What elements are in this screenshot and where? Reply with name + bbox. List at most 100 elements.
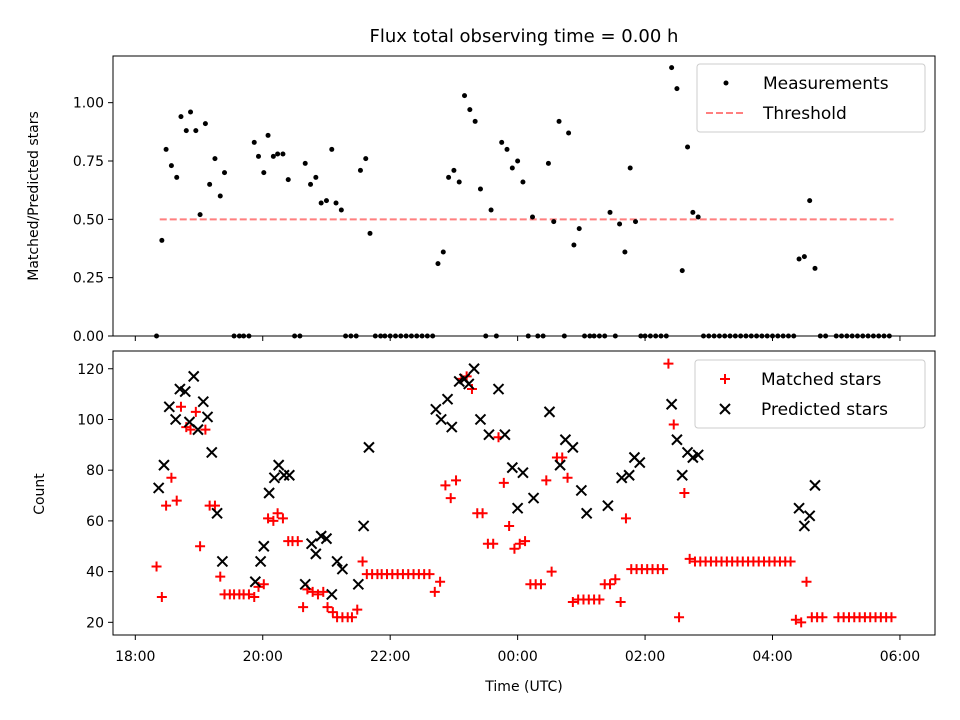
measurement-point <box>738 333 744 339</box>
measurement-point <box>297 333 303 339</box>
top-y-axis-label: Matched/Predicted stars <box>26 111 42 281</box>
measurement-point <box>261 170 267 176</box>
matched-star-point <box>429 586 440 597</box>
matched-star-point <box>509 543 520 554</box>
measurement-point <box>591 333 597 339</box>
bottom-y-tick-label: 120 <box>77 362 104 378</box>
measurement-point <box>367 230 373 236</box>
measurement-point <box>435 261 441 267</box>
top-legend: Measurements Threshold <box>696 63 926 133</box>
measurement-point <box>612 333 618 339</box>
predicted-star-point <box>331 555 343 568</box>
measurement-point <box>743 333 749 339</box>
measurement-point <box>770 333 776 339</box>
predicted-star-point <box>446 421 458 433</box>
predicted-star-point <box>283 469 296 481</box>
matched-star-point <box>445 493 456 504</box>
matched-star-point <box>185 424 196 435</box>
measurement-point <box>414 333 420 339</box>
measurement-point <box>587 333 593 339</box>
matched-star-point <box>190 406 201 417</box>
legend-marker-measurements <box>723 80 729 86</box>
predicted-star-point <box>158 459 170 471</box>
predicted-star-point <box>305 538 318 550</box>
matched-star-point <box>327 607 338 618</box>
measurement-point <box>780 333 786 339</box>
predicted-star-point <box>803 510 816 522</box>
measurement-point <box>812 265 818 271</box>
measurement-point <box>685 144 691 150</box>
measurement-point <box>525 333 531 339</box>
matched-star-point <box>322 602 333 613</box>
measurement-point <box>197 212 203 218</box>
measurement-point <box>202 121 208 127</box>
measurement-point <box>265 132 271 138</box>
predicted-star-point <box>206 446 218 459</box>
legend-label-matched: Matched stars <box>761 370 881 390</box>
x-tick-label: 18:00 <box>115 649 155 665</box>
matched-star-point <box>298 602 309 613</box>
predicted-star-point <box>543 406 556 418</box>
matched-star-point <box>620 513 631 524</box>
predicted-star-point <box>517 467 529 479</box>
measurement-point <box>483 333 489 339</box>
measurement-point <box>251 139 257 145</box>
predicted-star-point <box>188 370 200 383</box>
bottom-legend: Matched stars Predicted stars <box>694 359 926 429</box>
predicted-star-point <box>336 563 349 575</box>
measurement-point <box>807 198 813 204</box>
measurement-point <box>338 207 344 213</box>
matched-star-point <box>263 513 274 524</box>
predicted-star-point <box>527 492 540 504</box>
matched-star-point <box>557 452 568 463</box>
matched-star-point <box>440 480 451 491</box>
ratio-panel: Flux total observing time = 0.00 h Match… <box>26 26 936 345</box>
measurement-point <box>551 219 557 225</box>
bottom-y-tick-label: 80 <box>86 463 104 479</box>
legend-marker-predicted <box>719 403 731 415</box>
matched-star-point <box>318 586 329 597</box>
predicted-star-point <box>798 520 811 532</box>
measurement-point <box>275 151 281 157</box>
measurement-point <box>348 333 354 339</box>
matched-star-point <box>594 594 605 605</box>
matched-star-point <box>605 579 616 590</box>
matched-star-point <box>562 472 573 483</box>
matched-star-point <box>615 597 626 608</box>
predicted-star-point <box>320 532 333 545</box>
matched-star-point <box>268 515 279 526</box>
predicted-star-point <box>506 461 519 474</box>
x-axis-label: Time (UTC) <box>484 679 562 695</box>
matched-star-point <box>200 424 211 435</box>
measurement-point <box>246 333 252 339</box>
predicted-star-point <box>793 502 805 514</box>
measurement-point <box>424 333 430 339</box>
matched-star-point <box>352 604 363 615</box>
predicted-star-point <box>192 423 204 436</box>
predicted-star-point <box>201 411 214 423</box>
legend-marker-matched <box>720 374 730 384</box>
matched-star-point <box>790 614 801 625</box>
measurement-point <box>333 200 339 206</box>
predicted-star-point <box>483 428 495 441</box>
matched-star-point <box>466 384 477 395</box>
measurement-point <box>408 333 414 339</box>
top-y-tick-label: 1.00 <box>73 96 104 112</box>
predicted-star-point <box>623 469 635 481</box>
predicted-star-point <box>216 555 229 568</box>
measurement-point <box>353 333 359 339</box>
bottom-x-ticks: 18:00 20:00 22:00 00:00 02:00 04:00 06:00 <box>115 635 920 665</box>
measurement-point <box>582 333 588 339</box>
measurement-point <box>499 139 505 145</box>
matched-star-point <box>514 538 525 549</box>
predicted-star-point <box>602 499 614 512</box>
measurement-point <box>732 333 738 339</box>
measurement-point <box>236 333 242 339</box>
measurement-point <box>509 165 515 171</box>
predicted-star-point <box>634 456 646 469</box>
matched-star-point <box>243 589 254 600</box>
legend-label-measurements: Measurements <box>763 74 889 94</box>
measurement-point <box>823 333 829 339</box>
matched-star-point <box>171 495 182 506</box>
measurement-point <box>576 226 582 232</box>
